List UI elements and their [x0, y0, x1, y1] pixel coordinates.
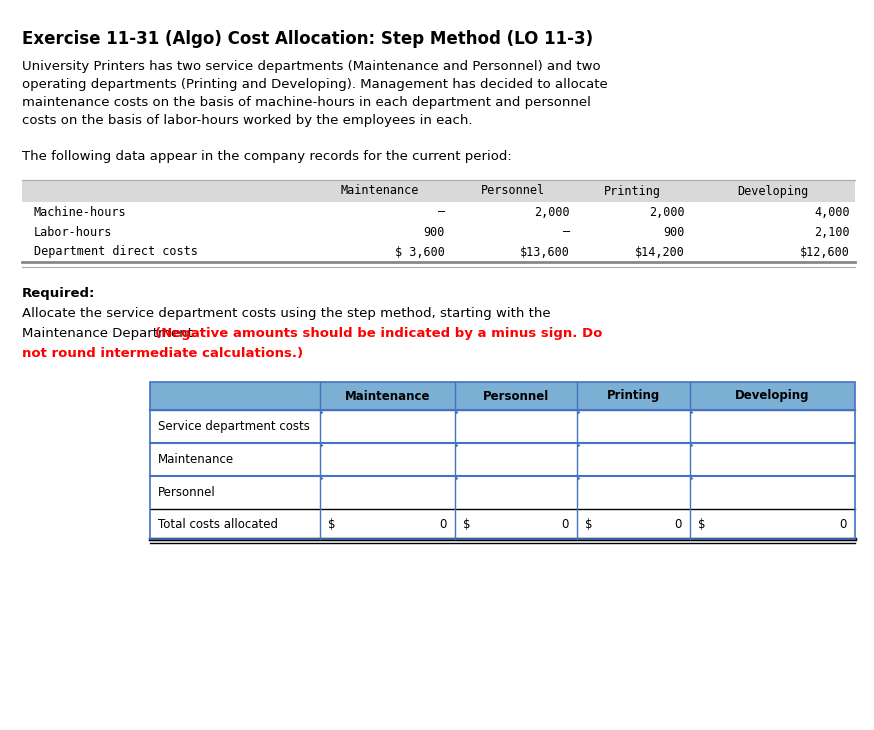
Text: 2,100: 2,100: [815, 226, 850, 239]
Text: $12,600: $12,600: [800, 245, 850, 258]
Polygon shape: [577, 410, 580, 415]
Polygon shape: [320, 410, 323, 415]
Polygon shape: [577, 476, 580, 481]
Text: Exercise 11-31 (Algo) Cost Allocation: Step Method (LO 11-3): Exercise 11-31 (Algo) Cost Allocation: S…: [22, 30, 593, 48]
Text: 2,000: 2,000: [649, 206, 685, 218]
Polygon shape: [577, 443, 580, 448]
Text: The following data appear in the company records for the current period:: The following data appear in the company…: [22, 150, 512, 163]
Polygon shape: [320, 476, 323, 481]
Text: Developing: Developing: [735, 390, 809, 402]
Text: Service department costs: Service department costs: [158, 420, 310, 433]
Text: 0: 0: [675, 518, 682, 531]
Text: Labor-hours: Labor-hours: [34, 226, 113, 239]
Text: Personnel: Personnel: [481, 185, 545, 198]
Text: 2,000: 2,000: [534, 206, 570, 218]
Text: maintenance costs on the basis of machine-hours in each department and personnel: maintenance costs on the basis of machin…: [22, 96, 591, 109]
Text: Maintenance: Maintenance: [344, 390, 430, 402]
Polygon shape: [690, 410, 693, 415]
Text: (Negative amounts should be indicated by a minus sign. Do: (Negative amounts should be indicated by…: [156, 327, 602, 340]
Text: Total costs allocated: Total costs allocated: [158, 518, 278, 531]
Polygon shape: [455, 410, 459, 415]
Text: Machine-hours: Machine-hours: [34, 206, 127, 218]
Text: $ 3,600: $ 3,600: [395, 245, 445, 258]
Text: 900: 900: [424, 226, 445, 239]
Text: operating departments (Printing and Developing). Management has decided to alloc: operating departments (Printing and Deve…: [22, 78, 607, 91]
Polygon shape: [320, 443, 323, 448]
Text: Required:: Required:: [22, 287, 95, 300]
Text: 0: 0: [840, 518, 847, 531]
Bar: [22, 180, 855, 202]
Polygon shape: [690, 443, 693, 448]
Text: Allocate the service department costs using the step method, starting with the: Allocate the service department costs us…: [22, 307, 551, 320]
Text: $14,200: $14,200: [635, 245, 685, 258]
Text: Personnel: Personnel: [158, 486, 216, 499]
Text: –: –: [563, 226, 570, 239]
Text: $: $: [585, 518, 593, 531]
Bar: [150, 382, 855, 539]
Text: –: –: [438, 206, 445, 218]
Text: Printing: Printing: [607, 390, 660, 402]
Polygon shape: [455, 476, 459, 481]
Text: Maintenance: Maintenance: [158, 453, 234, 466]
Text: costs on the basis of labor-hours worked by the employees in each.: costs on the basis of labor-hours worked…: [22, 114, 473, 127]
Bar: [150, 382, 855, 539]
Text: $: $: [328, 518, 336, 531]
Text: Personnel: Personnel: [482, 390, 549, 402]
Text: 4,000: 4,000: [815, 206, 850, 218]
Text: University Printers has two service departments (Maintenance and Personnel) and : University Printers has two service depa…: [22, 60, 600, 73]
Polygon shape: [455, 443, 459, 448]
Text: Developing: Developing: [737, 185, 808, 198]
Text: $: $: [463, 518, 470, 531]
Text: 0: 0: [562, 518, 569, 531]
Text: 0: 0: [440, 518, 447, 531]
Polygon shape: [690, 476, 693, 481]
Text: Printing: Printing: [604, 185, 661, 198]
Text: 900: 900: [663, 226, 685, 239]
Text: Maintenance: Maintenance: [341, 185, 420, 198]
Bar: [150, 382, 855, 410]
Text: Maintenance Department.: Maintenance Department.: [22, 327, 201, 340]
Text: not round intermediate calculations.): not round intermediate calculations.): [22, 347, 303, 360]
Text: Department direct costs: Department direct costs: [34, 245, 198, 258]
Text: $13,600: $13,600: [520, 245, 570, 258]
Text: $: $: [698, 518, 705, 531]
